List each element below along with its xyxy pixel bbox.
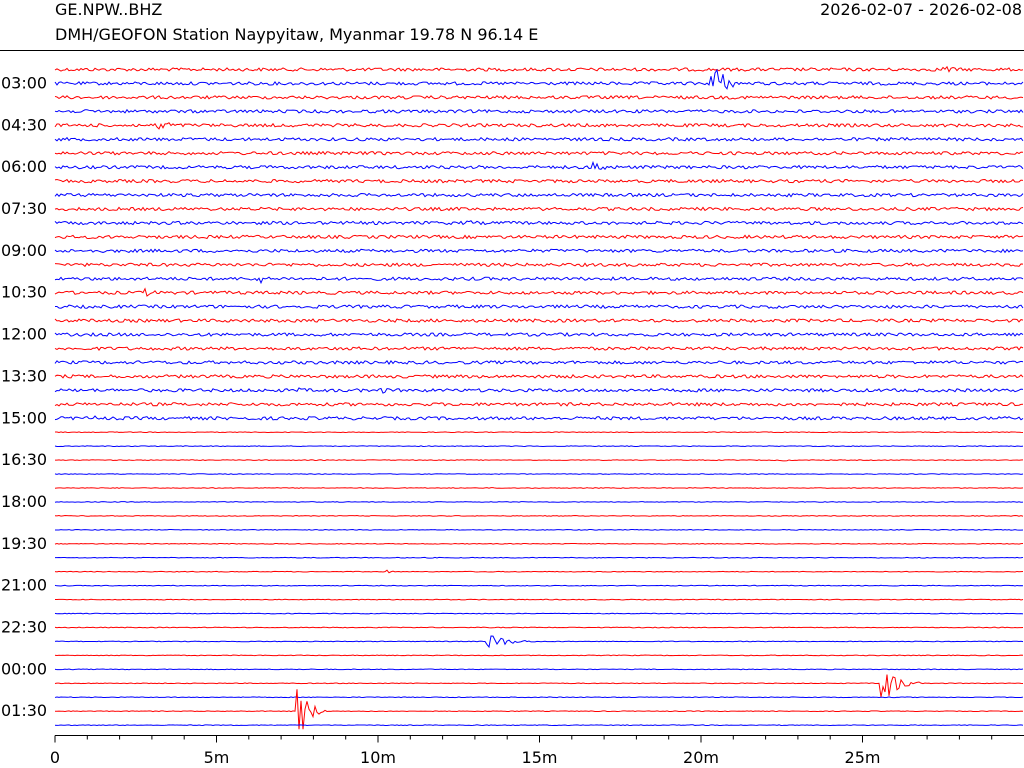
y-tick-label: 16:30	[1, 450, 47, 469]
trace-line	[54, 487, 1024, 489]
trace-line	[54, 387, 1024, 394]
trace-line	[54, 689, 1024, 730]
trace-line	[54, 668, 1024, 671]
trace-line	[54, 248, 1024, 254]
trace-line	[54, 304, 1024, 310]
y-tick-label: 19:30	[1, 534, 47, 553]
trace-line	[54, 122, 1024, 130]
trace-line	[54, 68, 1024, 90]
y-tick-label: 21:00	[1, 576, 47, 595]
y-tick-label: 06:00	[1, 157, 47, 176]
trace-line	[54, 612, 1024, 615]
trace-line	[54, 262, 1024, 268]
trace-line	[54, 473, 1024, 475]
trace-line	[54, 515, 1024, 517]
y-tick-label: 10:30	[1, 283, 47, 302]
trace-line	[54, 192, 1024, 198]
y-tick-label: 07:30	[1, 199, 47, 218]
trace-line	[54, 626, 1024, 629]
date-range: 2026-02-07 - 2026-02-08	[820, 0, 1022, 19]
x-tick-label: 5m	[204, 748, 230, 767]
trace-line	[54, 542, 1024, 545]
x-ticks: 0 5m 10m 15m 20m 25m	[50, 735, 993, 767]
trace-line	[54, 332, 1024, 337]
x-tick-label: 20m	[683, 748, 719, 767]
trace-line	[54, 373, 1024, 379]
trace-line	[54, 287, 1024, 297]
trace-line	[54, 415, 1024, 421]
trace-line	[54, 696, 1024, 699]
trace-line	[54, 108, 1024, 114]
trace-line	[54, 95, 1024, 100]
y-tick-label: 03:00	[1, 73, 47, 92]
y-tick-label: 00:00	[1, 659, 47, 678]
station-description: DMH/GEOFON Station Naypyitaw, Myanmar 19…	[55, 25, 539, 44]
y-tick-label: 04:30	[1, 115, 47, 134]
y-tick-label: 22:30	[1, 618, 47, 637]
trace-line	[54, 136, 1024, 142]
trace-line	[54, 501, 1024, 503]
trace-line	[54, 220, 1024, 226]
x-tick-label: 25m	[845, 748, 881, 767]
trace-line	[54, 584, 1024, 587]
trace-line	[54, 459, 1024, 462]
trace-line	[54, 445, 1024, 448]
trace-line	[54, 635, 1024, 649]
x-tick-label: 0	[50, 748, 60, 767]
y-tick-label: 15:00	[1, 408, 47, 427]
trace-line	[54, 276, 1024, 285]
trace-line	[54, 346, 1024, 351]
y-tick-label: 18:00	[1, 492, 47, 511]
trace-line	[54, 150, 1024, 156]
y-tick-label: 01:30	[1, 701, 47, 720]
trace-line	[54, 654, 1024, 657]
traces-group	[54, 65, 1024, 730]
trace-line	[54, 528, 1024, 531]
trace-line	[54, 401, 1024, 407]
trace-line	[54, 160, 1024, 171]
y-tick-label: 13:30	[1, 366, 47, 385]
x-tick-label: 10m	[360, 748, 396, 767]
trace-line	[54, 65, 1024, 73]
trace-line	[54, 598, 1024, 601]
trace-line	[54, 234, 1024, 240]
x-tick-label: 15m	[522, 748, 558, 767]
trace-line	[54, 674, 1024, 698]
trace-line	[54, 318, 1024, 323]
trace-line	[54, 360, 1024, 365]
y-tick-label: 12:00	[1, 325, 47, 344]
trace-line	[54, 556, 1024, 559]
trace-line	[54, 178, 1024, 184]
trace-line	[54, 569, 1024, 574]
trace-line	[54, 724, 1024, 727]
trace-line	[54, 206, 1024, 212]
station-code: GE.NPW..BHZ	[55, 0, 163, 19]
y-tick-labels: 03:00 04:30 06:00 07:30 09:00 10:30 12:00 13:30…	[1, 73, 47, 720]
trace-line	[55, 431, 1024, 434]
y-tick-label: 09:00	[1, 241, 47, 260]
